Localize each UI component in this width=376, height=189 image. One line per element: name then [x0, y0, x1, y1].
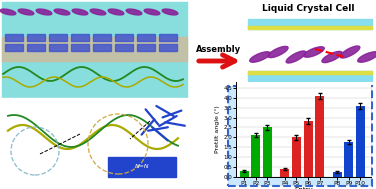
Text: N=N: N=N — [135, 164, 149, 170]
Y-axis label: Pretilt angle (°): Pretilt angle (°) — [215, 106, 220, 153]
Ellipse shape — [358, 52, 376, 62]
Bar — [49, 34, 67, 41]
Bar — [248, 19, 372, 29]
Bar — [315, 96, 324, 177]
Ellipse shape — [286, 51, 306, 63]
Bar — [248, 26, 372, 29]
Text: Assembly: Assembly — [196, 45, 241, 54]
Ellipse shape — [304, 47, 324, 57]
Bar — [93, 44, 111, 51]
Ellipse shape — [0, 9, 16, 15]
Bar — [27, 34, 45, 41]
Ellipse shape — [72, 9, 88, 15]
Ellipse shape — [144, 9, 160, 15]
Bar — [356, 106, 365, 177]
Ellipse shape — [54, 9, 70, 15]
Bar — [49, 44, 67, 51]
FancyBboxPatch shape — [228, 86, 372, 186]
Bar — [332, 172, 342, 177]
Bar — [2, 2, 187, 97]
Ellipse shape — [126, 9, 142, 15]
Bar — [137, 44, 155, 51]
X-axis label: Entry: Entry — [294, 187, 313, 189]
Bar — [248, 71, 372, 74]
Bar — [263, 128, 272, 177]
Bar — [115, 44, 133, 51]
Bar — [248, 71, 372, 81]
Bar — [71, 34, 89, 41]
Bar — [344, 142, 353, 177]
Ellipse shape — [162, 9, 178, 15]
Ellipse shape — [322, 51, 342, 63]
Ellipse shape — [108, 9, 124, 15]
Ellipse shape — [340, 46, 360, 58]
Bar — [108, 157, 176, 177]
Bar — [159, 44, 177, 51]
Bar — [280, 169, 290, 177]
Bar — [93, 34, 111, 41]
Bar — [115, 34, 133, 41]
Bar — [5, 44, 23, 51]
Bar — [292, 137, 301, 177]
Ellipse shape — [36, 9, 52, 15]
Bar — [251, 135, 261, 177]
Bar — [159, 34, 177, 41]
Bar — [240, 171, 249, 177]
Ellipse shape — [250, 52, 270, 62]
Bar — [27, 44, 45, 51]
Bar — [5, 34, 23, 41]
Ellipse shape — [90, 9, 106, 15]
Ellipse shape — [18, 9, 34, 15]
Bar — [303, 121, 312, 177]
Bar — [71, 44, 89, 51]
Bar — [2, 37, 187, 61]
Ellipse shape — [268, 46, 288, 58]
Bar — [137, 34, 155, 41]
Text: Liquid Crystal Cell: Liquid Crystal Cell — [262, 4, 354, 13]
Bar — [2, 98, 187, 187]
